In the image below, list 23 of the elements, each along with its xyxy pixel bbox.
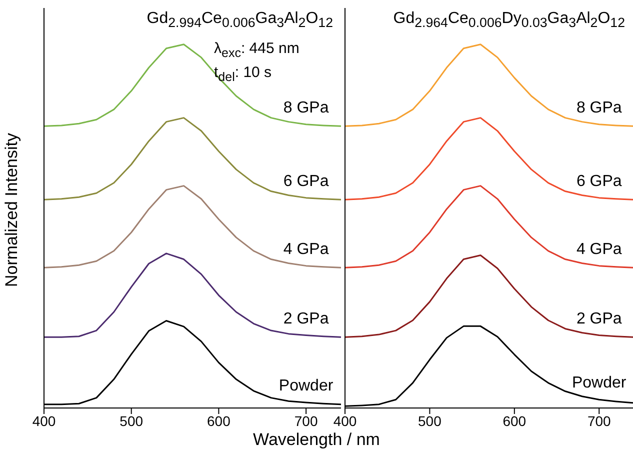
annotation: λ$_{exc}$: 445 nm xyxy=(214,40,300,60)
chart-title: Gd$_{2.994}$Ce$_{0.006}$Ga$_{3}$Al$_{2}$O$_{12}$ xyxy=(146,10,333,30)
x-tick-label: 600 xyxy=(502,412,526,429)
x-tick-label: 500 xyxy=(120,412,144,429)
series-label: 4 GPa xyxy=(576,240,622,258)
series-label: 8 GPa xyxy=(283,99,329,116)
x-tick-label: 400 xyxy=(32,412,56,429)
x-tick-label: 600 xyxy=(207,412,231,429)
x-tick-label: 700 xyxy=(294,412,318,429)
series-label: 8 GPa xyxy=(576,99,622,116)
series-label: 6 GPa xyxy=(576,172,622,190)
x-tick-label: 700 xyxy=(587,412,612,429)
series-label: 2 GPa xyxy=(576,310,622,328)
x-tick-label: 500 xyxy=(418,412,442,429)
chart-title: Gd$_{2.964}$Ce$_{0.006}$Dy$_{0.03}$Ga$_{3}$Al$_{2}$O$_{12}$ xyxy=(393,10,625,30)
series-label: 4 GPa xyxy=(283,240,329,258)
y-axis-title: Normalized Intensity xyxy=(2,132,22,288)
x-axis-title: Wavelength / nm xyxy=(252,430,381,450)
series-label: 2 GPa xyxy=(283,310,329,328)
x-tick-label: 400 xyxy=(333,412,357,429)
series-label: 6 GPa xyxy=(283,172,329,190)
series-label: Powder xyxy=(278,378,334,395)
series-label: Powder xyxy=(572,374,627,392)
